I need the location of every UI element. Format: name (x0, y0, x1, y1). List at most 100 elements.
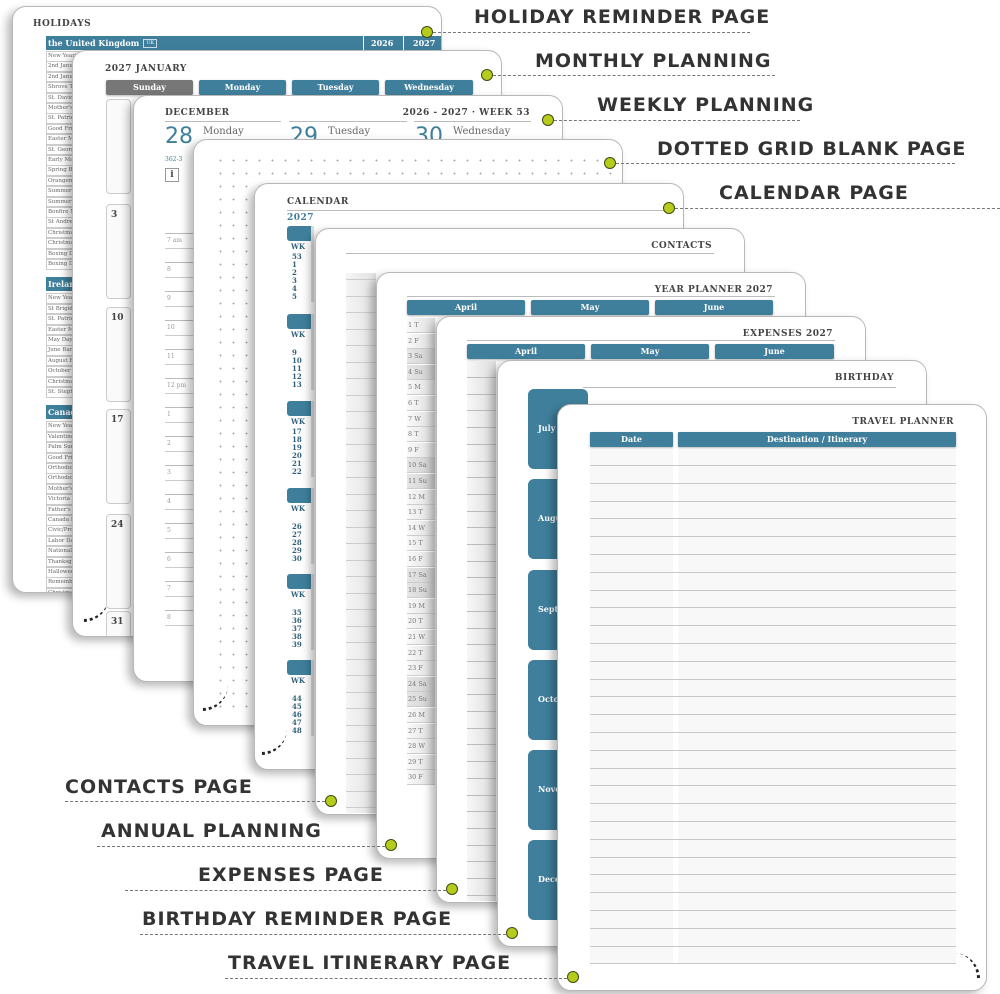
day-label: 24 Sa (408, 679, 427, 688)
itinerary-row (590, 927, 956, 929)
half-row (165, 422, 195, 423)
page-title: TRAVEL PLANNER (852, 417, 954, 427)
contact-row (346, 774, 376, 775)
half-row (165, 538, 195, 539)
page-title: BIRTHDAY (834, 373, 894, 383)
day-label: 12 M (408, 492, 425, 501)
callout-weekly: WEEKLY PLANNING (597, 94, 815, 116)
day-label: 18 Su (408, 586, 427, 595)
itinerary-row (590, 749, 956, 751)
callout-travel: TRAVEL ITINERARY PAGE (228, 952, 512, 974)
itinerary-row (590, 500, 956, 502)
day-label: 4 Su (408, 367, 423, 376)
expense-row (467, 761, 496, 763)
contact-row (346, 493, 376, 495)
day-row: 19 M (407, 598, 435, 614)
itinerary-row (590, 482, 956, 484)
day-label: 28 W (408, 742, 426, 751)
week-number: 28 (292, 538, 302, 547)
contact-row (346, 510, 376, 511)
contact-row (346, 790, 376, 792)
travel-planner-page: TRAVEL PLANNER Date Destination / Itiner… (557, 404, 987, 991)
time-row (165, 233, 195, 234)
column-date: Date (590, 432, 673, 447)
envelope-icon (348, 258, 364, 269)
day-row: 24 Sa (407, 676, 435, 692)
contact-row (346, 592, 376, 594)
itinerary-row (590, 892, 956, 894)
day-label: 20 T (408, 617, 423, 626)
time-row (165, 552, 195, 553)
day-label: 25 Su (408, 695, 427, 704)
page-title: HOLIDAYS (33, 19, 92, 29)
callout-annual: ANNUAL PLANNING (101, 820, 322, 842)
callout-birthday: BIRTHDAY REMINDER PAGE (142, 908, 453, 930)
time-row (165, 407, 195, 408)
day-label: 16 F (408, 555, 423, 563)
day-row: 25 Su (407, 692, 435, 708)
week-number: 27 (292, 530, 302, 539)
time-label: 6 (167, 556, 171, 563)
day-label: 15 T (408, 539, 423, 548)
page-title: CALENDAR (287, 197, 349, 207)
week-number: 22 (292, 467, 302, 476)
callout-dotted: DOTTED GRID BLANK PAGE (657, 138, 967, 160)
month-title: DECEMBER (165, 108, 230, 118)
contact-row (346, 543, 376, 544)
dest-column (678, 449, 956, 964)
expense-row (467, 544, 496, 545)
day-name: Monday (203, 126, 244, 137)
week-number: 4 (292, 284, 297, 293)
wk-label: WK (291, 242, 305, 251)
day-label: 22 T (408, 648, 423, 657)
day-label: 9 F (408, 445, 419, 454)
month-tab (311, 660, 314, 736)
year-2026: 2026 (371, 38, 394, 48)
time-label: 2 (167, 440, 171, 447)
expense-row (467, 527, 496, 529)
itinerary-row (590, 785, 956, 787)
day-number: 24 (111, 520, 124, 530)
wk-label: WK (291, 504, 305, 513)
day-header-wednesday: Wednesday (385, 80, 473, 95)
day-row: 29 T (407, 754, 435, 770)
week-number: 1 (292, 260, 297, 269)
contact-row (346, 724, 376, 726)
callout-dot (506, 927, 518, 939)
month-tab (287, 226, 311, 241)
itinerary-row (590, 874, 956, 876)
year-2027: 2027 (413, 38, 436, 48)
callout-calendar: CALENDAR PAGE (719, 182, 909, 204)
day-cell: 10 (106, 307, 131, 402)
week-number: 10 (292, 356, 302, 365)
half-row (165, 625, 195, 626)
itinerary-row (590, 678, 956, 680)
expense-row (467, 777, 496, 779)
expense-row (467, 577, 496, 579)
week-number: 46 (292, 710, 302, 719)
day-label: 21 W (408, 633, 426, 641)
time-label: 1 (167, 411, 171, 418)
time-row (165, 610, 195, 611)
info-icon[interactable]: i (165, 168, 179, 182)
contact-row (346, 394, 376, 396)
time-label: 8 (167, 266, 171, 273)
time-row (165, 436, 195, 437)
country-name: the United Kingdom (48, 38, 140, 48)
callout-dot (325, 795, 337, 807)
day-number: 17 (111, 415, 124, 425)
week-number: 39 (292, 640, 302, 649)
day-label: 11 Su (408, 477, 427, 485)
contact-row (346, 477, 376, 478)
week-number: 12 (292, 372, 302, 381)
time-label: 4 (167, 498, 171, 505)
time-row (165, 262, 195, 263)
half-row (165, 364, 195, 365)
callout-dot (567, 971, 579, 983)
itinerary-row (590, 536, 956, 538)
page-title: 2027 JANUARY (105, 64, 187, 74)
day-row: 3 Sa (407, 349, 435, 365)
day-row: 16 F (407, 552, 435, 567)
contact-row (346, 609, 376, 610)
wk-label: WK (291, 330, 305, 339)
